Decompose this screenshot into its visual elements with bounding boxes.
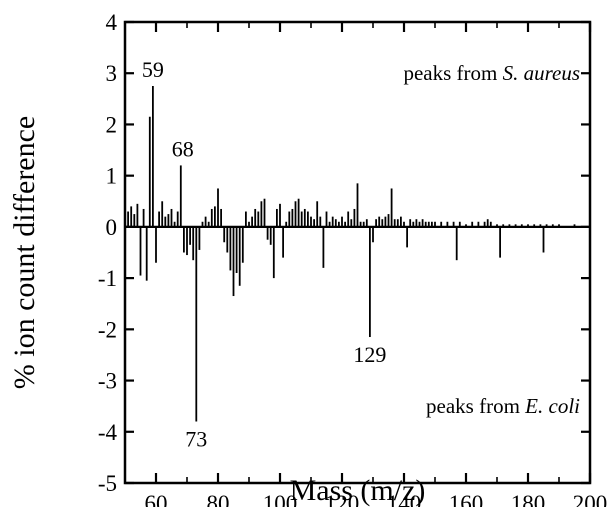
- y-tick-label: 3: [106, 61, 118, 86]
- region-label-top-species: S. aureus: [503, 61, 580, 85]
- y-axis: 4 3 2 1 0 -1 -2 -3 -4 -5: [98, 10, 590, 496]
- y-tick-label: -5: [98, 471, 117, 496]
- y-tick-label: 2: [106, 112, 118, 137]
- y-tick-label: 4: [106, 10, 118, 35]
- y-tick-label: 1: [106, 164, 118, 189]
- peak-annotation: 68: [172, 136, 194, 161]
- region-label-top-prefix: peaks from: [403, 61, 502, 85]
- peak-annotation: 129: [353, 342, 386, 367]
- region-label-bottom-species: E. coli: [524, 394, 580, 418]
- peak-annotation: 73: [185, 427, 207, 452]
- plot-frame: [123, 20, 592, 485]
- region-label-bottom-prefix: peaks from: [426, 394, 525, 418]
- x-tick-label: 80: [207, 491, 230, 507]
- y-axis-title: % ion count difference: [8, 116, 41, 390]
- y-tick-label: -1: [98, 266, 117, 291]
- y-tick-label: -2: [98, 317, 117, 342]
- y-tick-label: -3: [98, 369, 117, 394]
- x-tick-label: 160: [449, 491, 484, 507]
- y-tick-label: -4: [98, 420, 118, 445]
- x-tick-label: 60: [145, 491, 168, 507]
- peak-annotations: 59 68 73 129: [142, 57, 387, 452]
- y-tick-label: 0: [106, 215, 118, 240]
- peak-annotation: 59: [142, 57, 164, 82]
- region-label-top: peaks from S. aureus: [403, 61, 580, 85]
- x-axis: 60 80 100 120 140 160 180 200: [124, 22, 608, 507]
- x-tick-label: 200: [573, 491, 608, 507]
- x-tick-label: 120: [325, 491, 360, 507]
- x-axis-title: Mass (m/z): [290, 474, 426, 507]
- x-tick-label: 180: [511, 491, 546, 507]
- x-tick-label: 140: [387, 491, 422, 507]
- region-label-bottom: peaks from E. coli: [426, 394, 580, 418]
- x-tick-label: 100: [263, 491, 298, 507]
